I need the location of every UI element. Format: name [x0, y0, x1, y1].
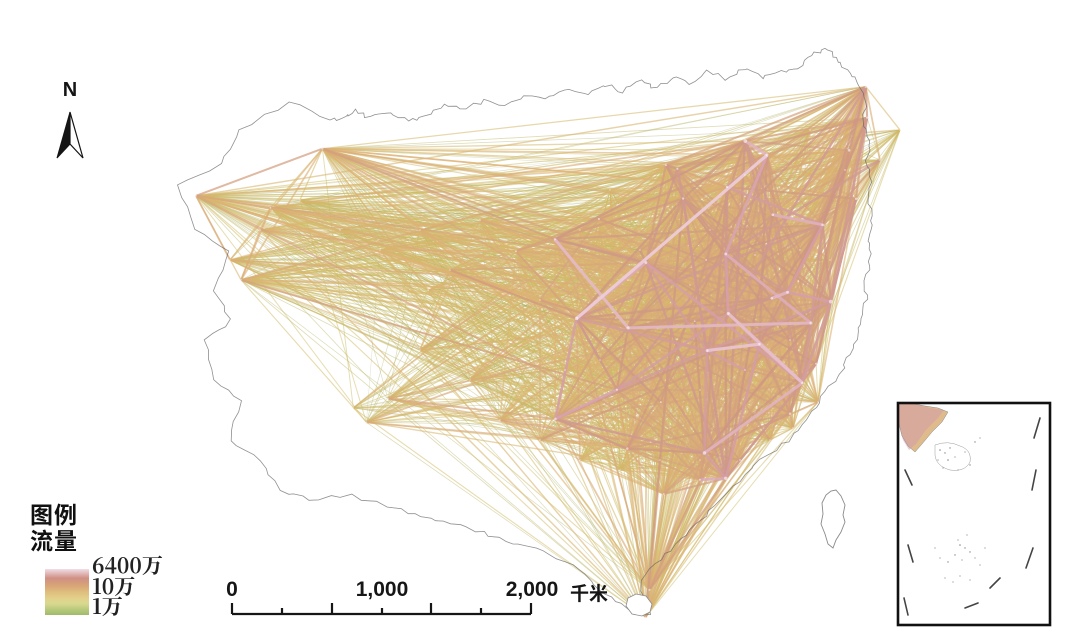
- svg-text:N: N: [63, 79, 77, 101]
